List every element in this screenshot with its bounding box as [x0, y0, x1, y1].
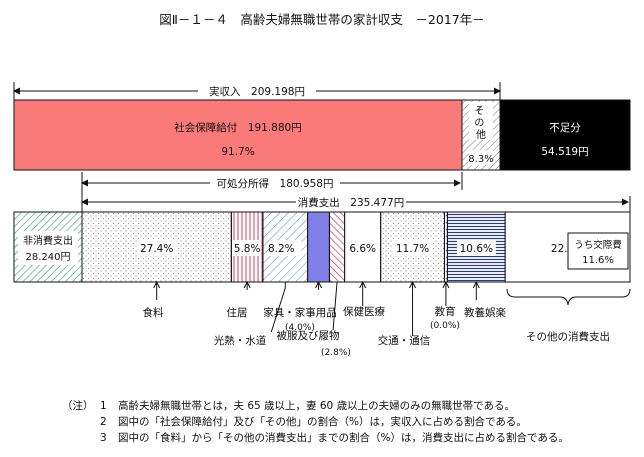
segment-label-bg: [269, 240, 302, 256]
note-2: 2 図中の「社会保障給付」及び「その他」の割合（%）は，実収入に占める割合である…: [62, 414, 637, 430]
note-text: 図中の「社会保障給付」及び「その他」の割合（%）は，実収入に占める割合である。: [118, 416, 527, 428]
category-pct-label: (0.0%): [430, 321, 460, 331]
callout-arrowhead: [153, 280, 161, 289]
other-consumption-brace: [506, 288, 631, 306]
segment-value-label: 5.8%: [234, 243, 261, 255]
category-label: 交通・通信: [378, 334, 431, 347]
income-other-pct: 8.3%: [468, 154, 493, 165]
kosai-label: うち交際費: [574, 239, 622, 251]
segment-label-bg: [393, 240, 433, 256]
kosai-pct: 11.6%: [582, 255, 614, 266]
callout-arrowhead: [472, 280, 480, 289]
segment-label-bg: [137, 240, 177, 256]
note-text: 図中の「食料」から「その他の消費支出」までの割合（%）は，消費支出に占める割合で…: [118, 432, 569, 444]
note-marker: [62, 414, 100, 430]
note-1: （注） 1 高齢夫婦無職世帯とは，夫 65 歳以上，妻 60 歳以上の夫婦のみの…: [62, 398, 637, 414]
callout-arrowhead: [409, 280, 416, 289]
segment-3: [307, 211, 330, 283]
deficit-label: 不足分: [549, 122, 581, 134]
segment-value-label: 27.4%: [140, 243, 173, 255]
chart-title: 図Ⅱ－１－４ 高齢夫婦無職世帯の家計収支 －2017年－: [159, 12, 484, 27]
callout-line: [270, 287, 286, 333]
category-label: 教育: [435, 305, 456, 318]
social-security-pct: 91.7%: [221, 146, 254, 158]
category-label: 家具・家事用品: [263, 306, 337, 319]
deficit-value: 54.519円: [541, 146, 588, 158]
callout-arrowhead: [359, 280, 367, 289]
note-number: 3: [100, 432, 107, 444]
bar-social-security: [13, 99, 463, 171]
category-label: 被服及び履物: [277, 329, 340, 342]
category-label: 保健医療: [343, 305, 385, 318]
consumption-label: 消費支出 235.477円: [298, 196, 404, 209]
segment-5: [344, 211, 382, 283]
nonconsumption-label: 非消費支出: [23, 234, 73, 247]
income-other-label-line2: の: [474, 118, 484, 129]
callout-arrowhead: [243, 280, 251, 289]
category-label: 食料: [143, 306, 164, 319]
segment-4: [328, 211, 346, 283]
category-label: その他の消費支出: [526, 330, 610, 343]
segment-label-bg: [233, 240, 261, 256]
bar-deficit: [499, 99, 631, 171]
consumption-segments: 27.4%5.8%8.2%6.6%11.7%10.6%22.9%: [81, 211, 631, 283]
note-text: 高齢夫婦無職世帯とは，夫 65 歳以上，妻 60 歳以上の夫婦のみの無職世帯であ…: [118, 400, 515, 412]
note-marker: （注）: [62, 400, 94, 412]
category-label: 住居: [227, 306, 248, 319]
income-other-label-line3: 他: [476, 128, 486, 141]
category-pct-label: (2.8%): [321, 348, 351, 358]
notes: （注） 1 高齢夫婦無職世帯とは，夫 65 歳以上，妻 60 歳以上の夫婦のみの…: [62, 398, 637, 446]
income-other-label: そ の 他: [474, 105, 487, 141]
category-callouts: [153, 280, 480, 336]
note-number: 2: [100, 416, 107, 428]
note-marker: [62, 430, 100, 446]
callout-line: [332, 281, 338, 331]
note-3: 3 図中の「食料」から「その他の消費支出」までの割合（%）は，消費支出に占める割…: [62, 430, 637, 446]
disposable-label: 可処分所得 180.958円: [217, 177, 334, 190]
segment-value-label: 8.2%: [268, 243, 295, 255]
note-number: 1: [100, 400, 107, 412]
segment-value-label: 6.6%: [349, 243, 376, 255]
category-pct-label: (4.0%): [285, 323, 315, 333]
kosai-box: [567, 232, 629, 270]
income-other-label-line1: そ: [474, 105, 484, 117]
callout-arrowhead: [315, 280, 322, 289]
category-label: 教養娯楽: [464, 306, 506, 319]
segment-label-bg: [456, 240, 496, 256]
category-label: 光熱・水道: [214, 334, 267, 347]
income-total-label: 実収入 209.198円: [209, 85, 305, 98]
segment-value-label: 11.7%: [396, 243, 429, 255]
segment-value-label: 10.6%: [460, 243, 493, 255]
social-security-label: 社会保障給付 191.880円: [174, 121, 301, 134]
household-budget-chart: 図Ⅱ－１－４ 高齢夫婦無職世帯の家計収支 －2017年－ 実収入 209.198…: [13, 12, 631, 358]
callout-arrowhead: [442, 280, 450, 289]
nonconsumption-value: 28.240円: [26, 252, 71, 263]
